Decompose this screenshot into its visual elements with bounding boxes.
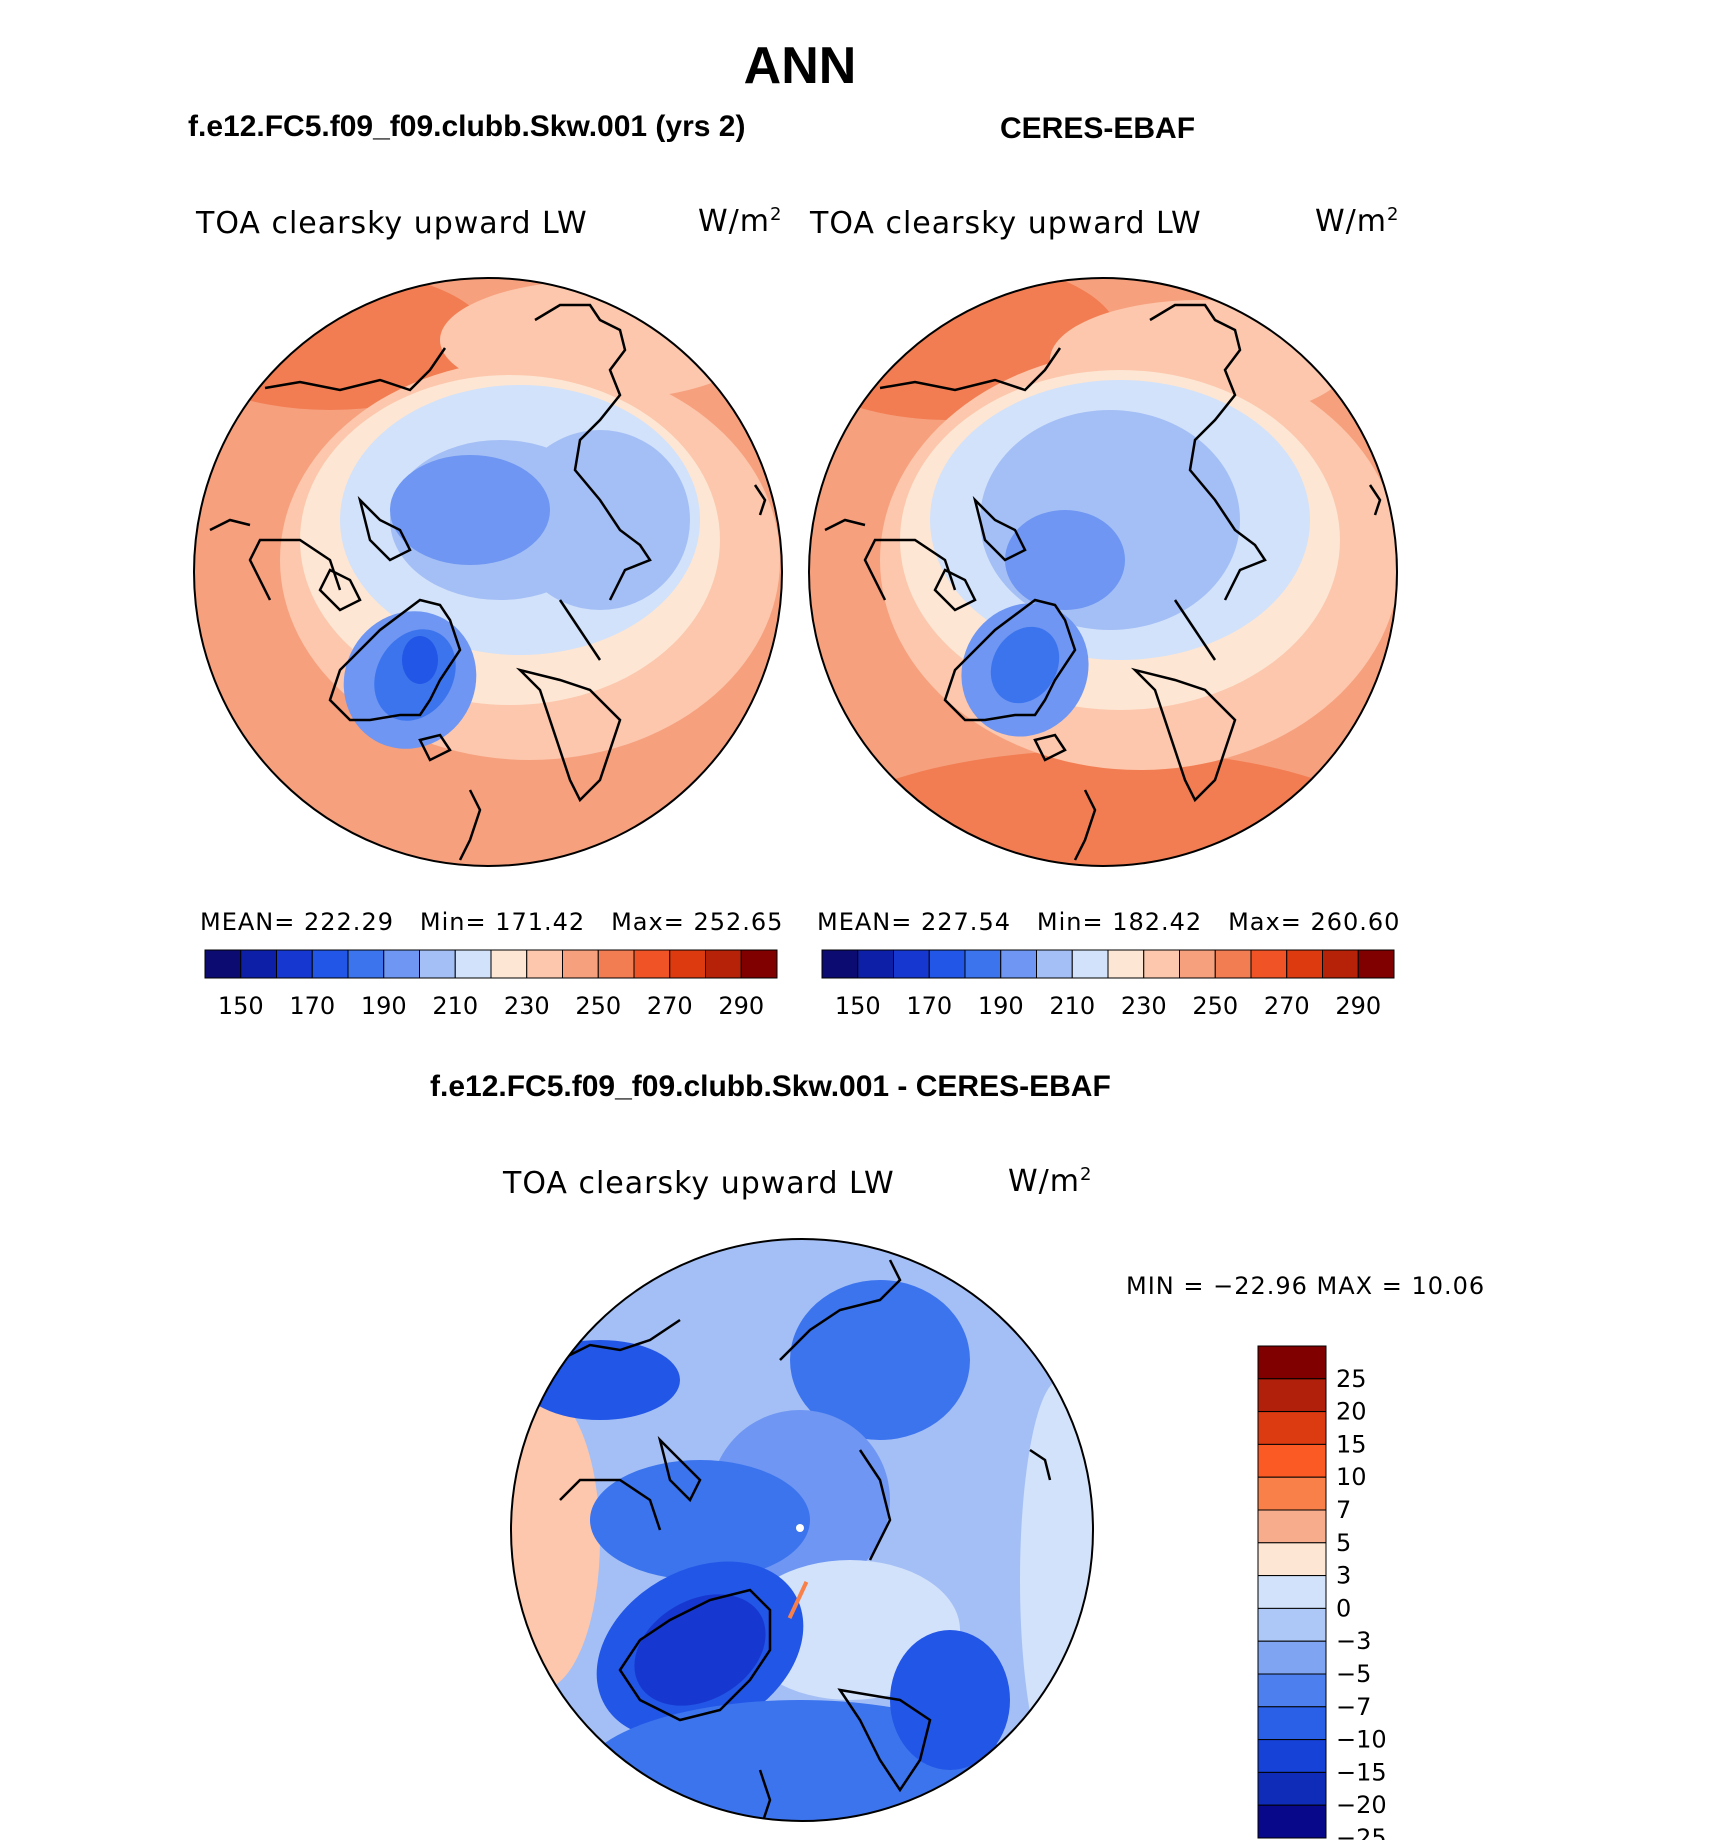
model-colorbar-tick-label: 270 [647,992,693,1020]
obs-colorbar-tick-label: 250 [1192,992,1238,1020]
obs-colorbar-swatch [928,949,966,979]
difference-colorbar-swatch [1257,1378,1327,1413]
obs-colorbar: 150 170 190 210 230 250 270 290 [821,949,1395,1020]
obs-colorbar-swatch [821,949,859,979]
obs-colorbar-swatch [893,949,930,979]
difference-colorbar-swatch [1257,1575,1327,1609]
obs-colorbar-swatch [1179,949,1216,979]
obs-colorbar-swatch [1357,949,1395,979]
model-colorbar-tick-label: 190 [361,992,407,1020]
difference-colorbar-tick-label: −10 [1336,1726,1387,1754]
obs-stats: MEAN= 227.54 Min= 182.42 Max= 260.60 [817,908,1401,936]
obs-colorbar-swatch [1036,949,1073,979]
model-colorbar-swatch [383,949,420,979]
model-colorbar-tick-label: 250 [575,992,621,1020]
model-colorbar-swatch [740,949,778,979]
difference-colorbar-tick-label: −5 [1336,1660,1371,1688]
difference-colorbar-tick-label: 25 [1336,1365,1367,1393]
model-colorbar-swatch [240,949,277,979]
obs-colorbar-tick-label: 210 [1049,992,1095,1020]
difference-colorbar-swatch [1257,1640,1327,1675]
obs-colorbar-swatch [1143,949,1180,979]
obs-colorbar-swatch [1107,949,1145,979]
obs-panel-subtitle: CERES-EBAF [1000,112,1196,145]
difference-colorbar-swatch [1257,1739,1327,1773]
obs-colorbar-swatch [1214,949,1252,979]
difference-colorbar-swatch [1257,1542,1327,1577]
model-colorbar-swatch [276,949,313,979]
model-colorbar-swatch [669,949,706,979]
model-polar-map [193,277,783,867]
model-colorbar-swatch [311,949,349,979]
obs-unit-label: W/m2 [1315,204,1400,239]
difference-colorbar-tick-label: −3 [1336,1627,1371,1655]
model-colorbar-swatch [419,949,456,979]
obs-colorbar-swatch [1071,949,1109,979]
model-colorbar-swatch [347,949,385,979]
difference-variable-label: TOA clearsky upward LW [503,1166,895,1201]
model-variable-label: TOA clearsky upward LW [196,206,588,241]
difference-colorbar-swatch [1257,1771,1327,1806]
model-unit-label: W/m2 [698,204,783,239]
difference-colorbar-tick-label: −25 [1336,1824,1387,1840]
model-colorbar-tick-label: 150 [218,992,264,1020]
model-colorbar-tick-label: 230 [504,992,550,1020]
obs-colorbar-tick-label: 270 [1264,992,1310,1020]
obs-colorbar-swatch [857,949,894,979]
obs-colorbar-tick-label: 190 [978,992,1024,1020]
model-colorbar-swatch [490,949,528,979]
model-colorbar-swatch [705,949,742,979]
difference-colorbar-swatch [1257,1443,1327,1478]
model-colorbar-swatch [204,949,242,979]
difference-colorbar-tick-label: 0 [1336,1594,1351,1622]
obs-colorbar-tick-label: 230 [1121,992,1167,1020]
difference-colorbar: 25 20 15 10 7 5 3 0 −3 −5 −7 −10 −15 −20 −25 [1257,1345,1387,1840]
model-colorbar: 150 170 190 210 230 250 270 290 [204,949,778,1020]
model-colorbar-tick-label: 290 [718,992,764,1020]
difference-colorbar-swatch [1257,1673,1327,1708]
model-colorbar-swatch [526,949,563,979]
difference-colorbar-swatch [1257,1509,1327,1544]
difference-colorbar-tick-label: 5 [1336,1529,1351,1557]
obs-colorbar-swatch [1286,949,1323,979]
obs-colorbar-tick-label: 150 [835,992,881,1020]
difference-colorbar-tick-label: 20 [1336,1398,1367,1426]
model-stats: MEAN= 222.29 Min= 171.42 Max= 252.65 [200,908,784,936]
obs-variable-label: TOA clearsky upward LW [810,206,1202,241]
page-title: ANN [743,37,857,95]
difference-colorbar-tick-label: 7 [1336,1496,1351,1524]
model-colorbar-swatch [454,949,492,979]
difference-colorbar-swatch [1257,1411,1327,1445]
model-colorbar-swatch [633,949,671,979]
difference-colorbar-swatch [1257,1476,1327,1511]
difference-polar-map [510,1238,1094,1822]
difference-minmax: MIN = −22.96 MAX = 10.06 [1126,1272,1486,1300]
difference-panel-subtitle: f.e12.FC5.f09_f09.clubb.Skw.001 - CERES-… [430,1070,1111,1103]
difference-colorbar-tick-label: 10 [1336,1463,1367,1491]
model-colorbar-swatch [597,949,635,979]
model-colorbar-tick-label: 170 [289,992,335,1020]
obs-colorbar-tick-label: 170 [906,992,952,1020]
obs-polar-map [808,277,1398,867]
obs-colorbar-tick-label: 290 [1335,992,1381,1020]
difference-colorbar-tick-label: 3 [1336,1562,1351,1590]
difference-colorbar-swatch [1257,1345,1327,1380]
obs-colorbar-swatch [1250,949,1288,979]
model-colorbar-swatch [562,949,599,979]
difference-colorbar-tick-label: −7 [1336,1693,1371,1721]
difference-colorbar-tick-label: 15 [1336,1430,1367,1458]
obs-colorbar-swatch [1322,949,1359,979]
obs-colorbar-swatch [964,949,1002,979]
difference-unit-label: W/m2 [1008,1164,1093,1199]
model-panel-subtitle: f.e12.FC5.f09_f09.clubb.Skw.001 (yrs 2) [188,110,746,143]
difference-colorbar-swatch [1257,1607,1327,1642]
difference-colorbar-tick-label: −20 [1336,1791,1387,1819]
difference-colorbar-swatch [1257,1706,1327,1741]
obs-colorbar-swatch [1000,949,1037,979]
difference-colorbar-tick-label: −15 [1336,1758,1387,1786]
difference-colorbar-swatch [1257,1804,1327,1839]
model-colorbar-tick-label: 210 [432,992,478,1020]
